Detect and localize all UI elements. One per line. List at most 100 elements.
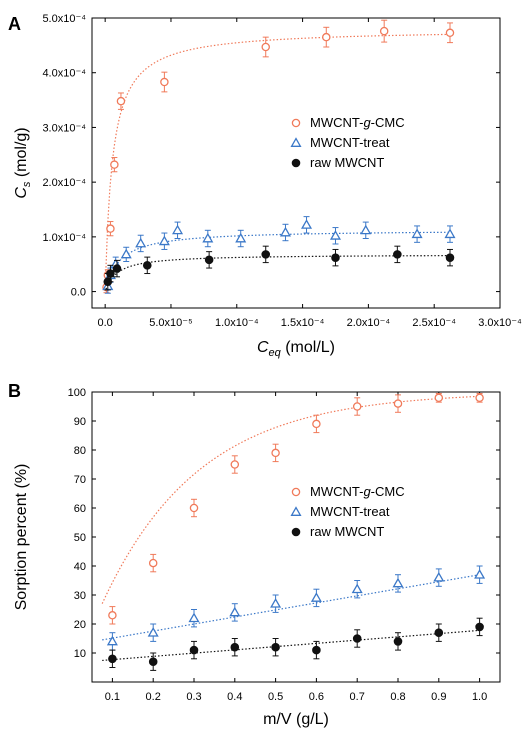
y-tick-label: 30 (74, 590, 86, 602)
y-tick-label: 40 (74, 561, 86, 573)
data-point (360, 224, 372, 235)
x-tick-label: 3.0x10⁻⁴ (478, 317, 522, 329)
x-tick-label: 0.7 (350, 691, 365, 703)
data-point (352, 634, 362, 643)
legend-label-part: raw MWCNT (310, 524, 384, 539)
legend-label: MWCNT-g-CMC (310, 484, 405, 499)
data-point (148, 558, 158, 568)
data-point (351, 583, 363, 594)
y-tick-label: 50 (74, 532, 86, 544)
fit-curve (101, 395, 480, 604)
y-tick-label: 1.0x10⁻⁴ (42, 232, 86, 244)
legend-label: MWCNT-treat (310, 504, 390, 519)
y-tick-label: 60 (74, 503, 86, 515)
data-point (112, 264, 122, 273)
y-tick-label: 3.0x10⁻⁴ (42, 122, 86, 134)
data-point (158, 235, 170, 246)
x-tick-label: 0.2 (146, 691, 161, 703)
y-tick-label: 20 (74, 619, 86, 631)
data-point (110, 160, 119, 169)
x-axis-title-sub: eq (269, 347, 282, 359)
legend-label-part: -CMC (371, 115, 405, 130)
data-point (279, 226, 291, 237)
y-tick-label: 10 (74, 648, 86, 660)
y-axis-title: Cs (mol/g) (13, 127, 33, 198)
data-point (189, 645, 199, 655)
data-point (106, 635, 118, 646)
legend-label-part: MWCNT- (310, 115, 363, 130)
y-axis-title-main: C (13, 187, 30, 199)
data-point (444, 228, 456, 239)
x-tick-label: 2.0x10⁻⁴ (347, 317, 391, 329)
legend-label: MWCNT-g-CMC (310, 115, 405, 130)
x-tick-label: 0.1 (105, 691, 120, 703)
legend-label-part: g (363, 484, 371, 499)
data-point (312, 645, 321, 655)
data-point (322, 32, 331, 42)
series-0 (102, 19, 455, 294)
data-point (142, 261, 152, 270)
x-axis-title-main: C (257, 339, 269, 356)
data-point (230, 642, 240, 652)
fit-curve (102, 574, 480, 641)
panel-letter: B (8, 381, 21, 401)
fit-curve (102, 629, 480, 662)
panel-b: B 0.1 0.2 0.3 0.4 0.5 0.6 0.7 0.8 0.9 1.0 10 20 30 40 5… (8, 381, 501, 728)
x-tick-label: 5.0x10⁻⁵ (149, 317, 192, 329)
data-point (310, 592, 322, 602)
x-tick-label: 0.3 (186, 691, 201, 703)
series-1 (102, 216, 456, 294)
x-axis-title: Ceq (mol/L) (257, 339, 335, 359)
series-2 (102, 617, 484, 671)
data-point (271, 448, 280, 458)
data-point (474, 568, 486, 579)
data-point (148, 657, 158, 667)
x-axis-title-unit: (mol/L) (281, 339, 335, 356)
data-point (445, 28, 455, 38)
fit-curve (105, 231, 450, 289)
y-axis-title: Sorption percent (%) (13, 464, 30, 611)
y-tick-label: 4.0x10⁻⁴ (42, 68, 86, 80)
legend-marker (291, 158, 301, 168)
y-tick-label: 90 (74, 416, 86, 428)
series-1 (102, 565, 486, 651)
legend: MWCNT-g-CMC MWCNT-treat raw MWCNT (290, 115, 405, 170)
data-point (411, 228, 423, 239)
series-0 (101, 392, 484, 625)
data-point (475, 622, 484, 632)
x-tick-label: 1.5x10⁻⁴ (281, 317, 325, 329)
data-point (106, 269, 115, 278)
data-point (270, 597, 282, 608)
x-tick-label: 0.0 (98, 317, 113, 329)
data-point (301, 219, 313, 229)
x-tick-label: 1.0 (472, 691, 487, 703)
data-point (106, 224, 115, 233)
legend-label-part: -CMC (371, 484, 405, 499)
data-point (188, 612, 200, 623)
x-tick-label: 1.0x10⁻⁴ (215, 317, 259, 329)
data-point (261, 250, 271, 259)
y-tick-label: 70 (74, 474, 86, 486)
data-point (271, 642, 280, 652)
y-tick-label: 5.0x10⁻⁴ (42, 13, 86, 25)
data-point (160, 77, 169, 87)
data-point (331, 253, 340, 262)
data-point (235, 232, 247, 243)
legend-label: MWCNT-treat (310, 135, 390, 150)
data-point (230, 460, 240, 469)
panel-a: A 0.0 5.0x10⁻⁵ 1.0x10⁻⁴ 1.5x10⁻⁴ 2.0x10⁻⁴ 2.5x… (8, 13, 522, 359)
data-point (393, 637, 403, 646)
data-point (379, 26, 389, 36)
legend-label-part: MWCNT-treat (310, 504, 390, 519)
legend-marker (291, 118, 301, 128)
legend-marker (290, 506, 302, 516)
x-tick-label: 0.5 (268, 691, 283, 703)
legend-label-part: g (363, 115, 371, 130)
data-point (108, 611, 117, 620)
fit-curve (105, 255, 450, 290)
y-tick-label: 0.0 (71, 287, 86, 299)
fit-curve (104, 33, 450, 279)
data-point (329, 230, 342, 240)
data-point (261, 42, 270, 52)
data-point (393, 399, 403, 408)
